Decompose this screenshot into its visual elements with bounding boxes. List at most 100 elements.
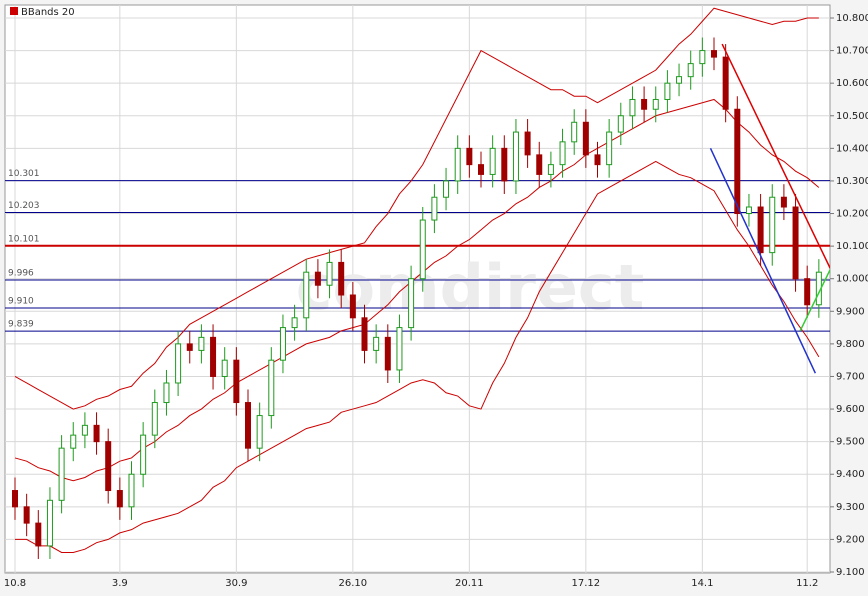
candle-body: [291, 317, 298, 329]
candle-body: [279, 327, 286, 361]
level-label: 9.910: [8, 297, 34, 307]
candle-body: [780, 196, 787, 208]
level-label: 9.839: [8, 320, 34, 330]
trend-line: [709, 148, 817, 374]
level-label: 10.101: [8, 234, 40, 244]
y-tick-label: 9.800: [836, 339, 865, 350]
y-tick-label: 9.900: [836, 306, 865, 317]
y-tick-label: 10.800: [836, 13, 868, 24]
candle-body: [606, 131, 613, 166]
candle-body: [547, 164, 554, 175]
candle-body: [676, 76, 683, 84]
candle-body: [641, 98, 648, 110]
candle-body: [792, 206, 799, 280]
candle-body: [35, 522, 42, 547]
candle-body: [769, 196, 776, 254]
candle-body: [489, 147, 496, 175]
y-tick-label: 9.200: [836, 534, 865, 545]
candle-body: [536, 154, 543, 175]
trend-line: [721, 43, 830, 270]
candle-body: [256, 415, 263, 449]
candle-body: [757, 206, 764, 254]
plot-area: [4, 4, 831, 574]
band-line: [14, 7, 819, 410]
y-tick-label: 10.700: [836, 46, 868, 57]
x-tick-label: 3.9: [112, 578, 128, 589]
y-tick-label: 10.300: [836, 176, 868, 187]
candle-body: [582, 121, 589, 156]
candle-body: [617, 115, 624, 133]
candle-body: [116, 490, 123, 508]
candle-body: [664, 82, 671, 100]
y-tick-label: 9.300: [836, 502, 865, 513]
candle-body: [186, 343, 193, 351]
candle-body: [303, 271, 310, 319]
candle-body: [466, 147, 473, 166]
candle-body: [408, 278, 415, 329]
candle-body: [431, 196, 438, 221]
candle-body: [734, 108, 741, 215]
watermark: comdirect: [296, 251, 645, 324]
candle-body: [314, 271, 321, 286]
y-tick-label: 10.100: [836, 241, 868, 252]
candle-body: [198, 336, 205, 351]
candle-body: [419, 219, 426, 280]
candle-body: [210, 336, 217, 377]
level-label: 9.996: [8, 269, 34, 279]
candle-body: [221, 359, 228, 377]
candle-body: [687, 63, 694, 78]
candle-body: [559, 141, 566, 166]
y-tick-label: 10.500: [836, 111, 868, 122]
candle-body: [46, 499, 53, 547]
candle-body: [128, 473, 135, 508]
candle-body: [745, 206, 752, 215]
candle-body: [373, 336, 380, 351]
y-tick-label: 9.100: [836, 567, 865, 578]
y-tick-label: 9.600: [836, 404, 865, 415]
candle-body: [571, 121, 578, 143]
y-tick-label: 9.400: [836, 469, 865, 480]
candle-body: [384, 336, 391, 371]
candle-body: [722, 56, 729, 110]
y-tick-label: 10.600: [836, 78, 868, 89]
x-tick-label: 20.11: [455, 578, 484, 589]
candle-body: [23, 506, 30, 524]
level-label: 10.301: [8, 169, 40, 179]
candle-body: [70, 434, 77, 449]
candle-body: [163, 382, 170, 404]
candle-body: [105, 441, 112, 492]
candle-body: [501, 147, 508, 182]
legend-label: BBands 20: [21, 7, 75, 18]
candle-body: [652, 98, 659, 110]
band-line: [14, 98, 820, 482]
candle-body: [93, 424, 100, 443]
x-tick-label: 30.9: [225, 578, 247, 589]
candle-body: [58, 447, 65, 501]
candle-body: [512, 131, 519, 182]
candle-body: [699, 50, 706, 65]
y-tick-label: 10.000: [836, 274, 868, 285]
candle-body: [361, 317, 368, 351]
candle-body: [175, 343, 182, 384]
trend-line: [799, 268, 830, 332]
candle-body: [233, 359, 240, 404]
candle-body: [268, 359, 275, 417]
candle-body: [454, 147, 461, 182]
candle-body: [81, 424, 88, 436]
x-tick-label: 10.8: [4, 578, 26, 589]
legend-swatch: [10, 7, 18, 15]
candle-body: [338, 261, 345, 296]
candle-body: [140, 434, 147, 475]
candle-body: [711, 50, 717, 58]
candle-body: [151, 402, 158, 436]
y-tick-label: 9.700: [836, 371, 865, 382]
candle-body: [594, 154, 601, 166]
x-tick-label: 17.12: [572, 578, 601, 589]
axes: 10.800 10.700 10.600 10.500 10.400 10.300 10.2…: [4, 13, 868, 589]
candle-body: [524, 131, 531, 156]
candle-body: [12, 490, 18, 508]
x-tick-label: 14.1: [691, 578, 713, 589]
candle-body: [629, 98, 636, 117]
level-label: 10.203: [8, 201, 40, 211]
